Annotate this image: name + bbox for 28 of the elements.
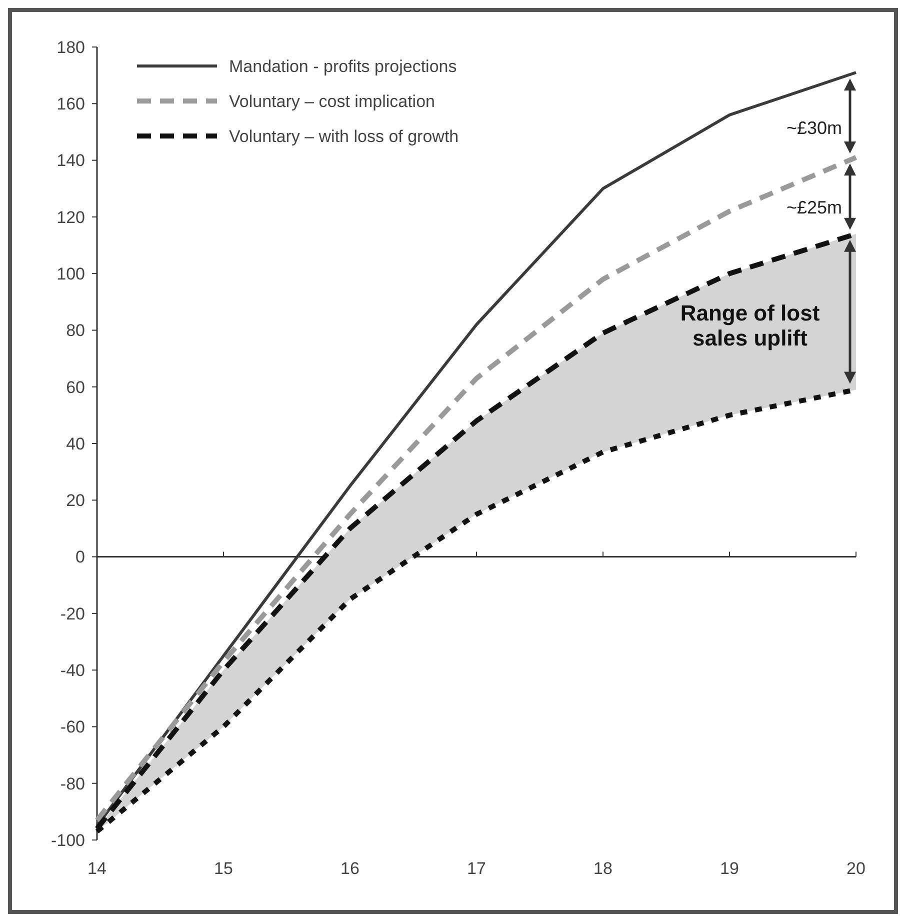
y-tick-label: 40 [66,434,85,454]
y-tick-label: -60 [60,718,85,737]
y-tick-label: 100 [56,264,85,284]
y-tick-label: -100 [50,830,85,850]
y-tick-label: 80 [66,321,85,340]
y-tick-label: 120 [56,208,85,227]
annotation: ~£25m [786,197,842,218]
y-tick-label: -20 [60,604,85,624]
x-tick-label: 17 [467,859,486,878]
y-tick-label: 60 [66,378,85,397]
x-tick-label: 20 [846,859,866,878]
y-tick-label: -40 [60,661,85,680]
annotation: ~£30m [786,118,842,138]
y-tick-label: -80 [60,774,85,794]
y-tick-label: 140 [56,151,85,170]
legend-label: Voluntary – cost implication [229,92,435,111]
y-tick-label: 180 [56,38,85,57]
y-tick-label: 160 [56,94,85,114]
x-tick-label: 14 [88,859,106,878]
y-tick-label: 0 [76,548,85,567]
x-tick-label: 18 [594,859,612,878]
legend-label: Mandation - profits projections [229,56,457,76]
x-tick-label: 19 [720,859,739,878]
y-tick-label: 20 [66,491,85,510]
x-tick-label: 15 [214,859,233,878]
x-tick-label: 16 [340,859,360,878]
legend-label: Voluntary – with loss of growth [229,126,459,146]
annotation: Range of lost sales uplift [680,300,820,351]
